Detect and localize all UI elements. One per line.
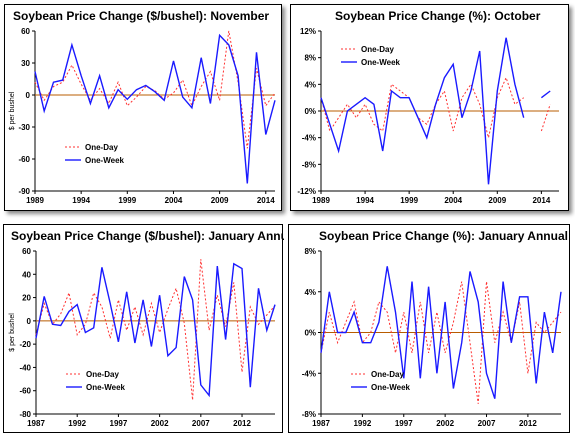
chart-1-y-tick-label: 60 — [21, 27, 30, 36]
chart-4-y-tick-label: 8% — [304, 247, 316, 256]
chart-2-x-tick-label: 2004 — [444, 196, 462, 205]
chart-3-x-tick-label: 2012 — [233, 419, 251, 428]
chart-2-y-tick-label: -12% — [297, 187, 316, 196]
chart-2-series-one-day-line — [540, 104, 551, 132]
chart-3-y-tick-label: -40 — [19, 363, 31, 372]
chart-2-x-tick-label: 1989 — [312, 196, 330, 205]
chart-4-title: Soybean Price Change (%): January Annual — [319, 229, 568, 243]
chart-svg-october-percent: Soybean Price Change (%): October -12% -8%… — [297, 9, 559, 205]
chart-1-y-tick-label: -60 — [18, 155, 30, 164]
chart-1-x-tick-label: 2009 — [211, 196, 229, 205]
chart-2-series-one-week-line — [320, 37, 525, 185]
chart-3-y-tick-label: 0 — [27, 317, 32, 326]
chart-4-y-tick-label: 0% — [304, 329, 316, 338]
chart-1-series-one-week-line — [34, 33, 276, 184]
chart-2-y-tick-label: 12% — [300, 27, 316, 36]
chart-1-x-tick-label: 1999 — [118, 196, 136, 205]
chart-1-x-tick-label: 2014 — [257, 196, 275, 205]
chart-1-x-tick-label: 2004 — [165, 196, 183, 205]
chart-panel-january-dollars: Soybean Price Change ($/bushel): January… — [3, 224, 284, 433]
chart-3-series-one-day-line — [35, 259, 276, 401]
chart-4-x-tick-label: 1997 — [395, 419, 413, 428]
chart-1-title: Soybean Price Change ($/bushel): Novembe… — [13, 9, 269, 23]
chart-3-x-tick-label: 2002 — [151, 419, 169, 428]
chart-3-x-tick-label: 2007 — [192, 419, 210, 428]
chart-2-x-tick-label: 2014 — [532, 196, 550, 205]
chart-svg-january-percent: Soybean Price Change (%): January Annual… — [302, 229, 568, 428]
chart-3-legend-label-one-day: One-Day — [86, 370, 119, 379]
chart-1-y-tick-label: 0 — [26, 91, 31, 100]
chart-3-legend-label-one-week: One-Week — [86, 383, 126, 392]
chart-2-y-tick-label: 4% — [304, 80, 316, 89]
chart-panel-january-percent: Soybean Price Change (%): January Annual… — [288, 224, 570, 433]
chart-panel-november-dollars: Soybean Price Change ($/bushel): Novembe… — [4, 4, 282, 211]
chart-4-legend-label-one-day: One-Day — [371, 370, 404, 379]
chart-4-y-tick-label: 4% — [304, 288, 316, 297]
chart-2-y-tick-label: -8% — [302, 160, 316, 169]
chart-2-y-tick-label: 0% — [304, 107, 316, 116]
chart-3-y-tick-label: 40 — [22, 270, 31, 279]
chart-2-legend-label-one-day: One-Day — [361, 45, 394, 54]
chart-1-x-tick-label: 1989 — [26, 196, 44, 205]
chart-4-x-tick-label: 2007 — [478, 419, 496, 428]
chart-3-x-tick-label: 1992 — [68, 419, 86, 428]
chart-4-series-one-week-line — [320, 266, 562, 399]
chart-3-y-tick-label: -80 — [19, 410, 31, 419]
chart-2-title: Soybean Price Change (%): October — [335, 9, 541, 23]
chart-3-title: Soybean Price Change ($/bushel): January… — [11, 229, 284, 243]
chart-3-y-tick-label: 60 — [22, 247, 31, 256]
chart-3-series-one-week-line — [35, 262, 276, 398]
chart-panel-october-percent: Soybean Price Change (%): October -12% -8%… — [290, 4, 569, 211]
chart-3-y-tick-label: -60 — [19, 387, 31, 396]
chart-4-x-tick-label: 1987 — [312, 419, 330, 428]
chart-1-y-tick-label: -90 — [18, 187, 30, 196]
chart-4-legend-label-one-week: One-Week — [371, 383, 411, 392]
chart-4-x-tick-label: 2002 — [436, 419, 454, 428]
chart-4-y-tick-label: -4% — [302, 369, 316, 378]
chart-1-y-tick-label: -30 — [18, 123, 30, 132]
chart-1-y-axis-label: $ per bushel — [9, 91, 16, 130]
chart-2-legend-label-one-week: One-Week — [361, 58, 401, 67]
chart-3-x-tick-label: 1987 — [27, 419, 45, 428]
chart-2-series-one-day-line — [320, 76, 524, 138]
chart-2-x-tick-label: 1999 — [400, 196, 418, 205]
chart-3-y-tick-label: -20 — [19, 340, 31, 349]
chart-1-legend-label-one-day: One-Day — [85, 143, 118, 152]
chart-2-series-one-week-line — [540, 90, 551, 99]
chart-3-y-tick-label: 20 — [22, 294, 31, 303]
chart-2-x-tick-label: 2009 — [488, 196, 506, 205]
chart-1-y-tick-label: 30 — [21, 59, 30, 68]
chart-1-legend-label-one-week: One-Week — [85, 156, 125, 165]
chart-3-y-axis-label: $ per bushel — [9, 313, 16, 352]
chart-4-x-tick-label: 1992 — [353, 419, 371, 428]
chart-1-x-tick-label: 1994 — [72, 196, 90, 205]
chart-2-y-tick-label: -4% — [302, 134, 316, 143]
chart-4-y-tick-label: -8% — [302, 410, 316, 419]
chart-svg-november-dollars: Soybean Price Change ($/bushel): Novembe… — [9, 9, 276, 205]
chart-4-x-tick-label: 2012 — [519, 419, 537, 428]
chart-3-x-tick-label: 1997 — [110, 419, 128, 428]
chart-2-y-tick-label: 8% — [304, 54, 316, 63]
chart-2-x-tick-label: 1994 — [356, 196, 374, 205]
chart-svg-january-dollars: Soybean Price Change ($/bushel): January… — [9, 229, 284, 428]
